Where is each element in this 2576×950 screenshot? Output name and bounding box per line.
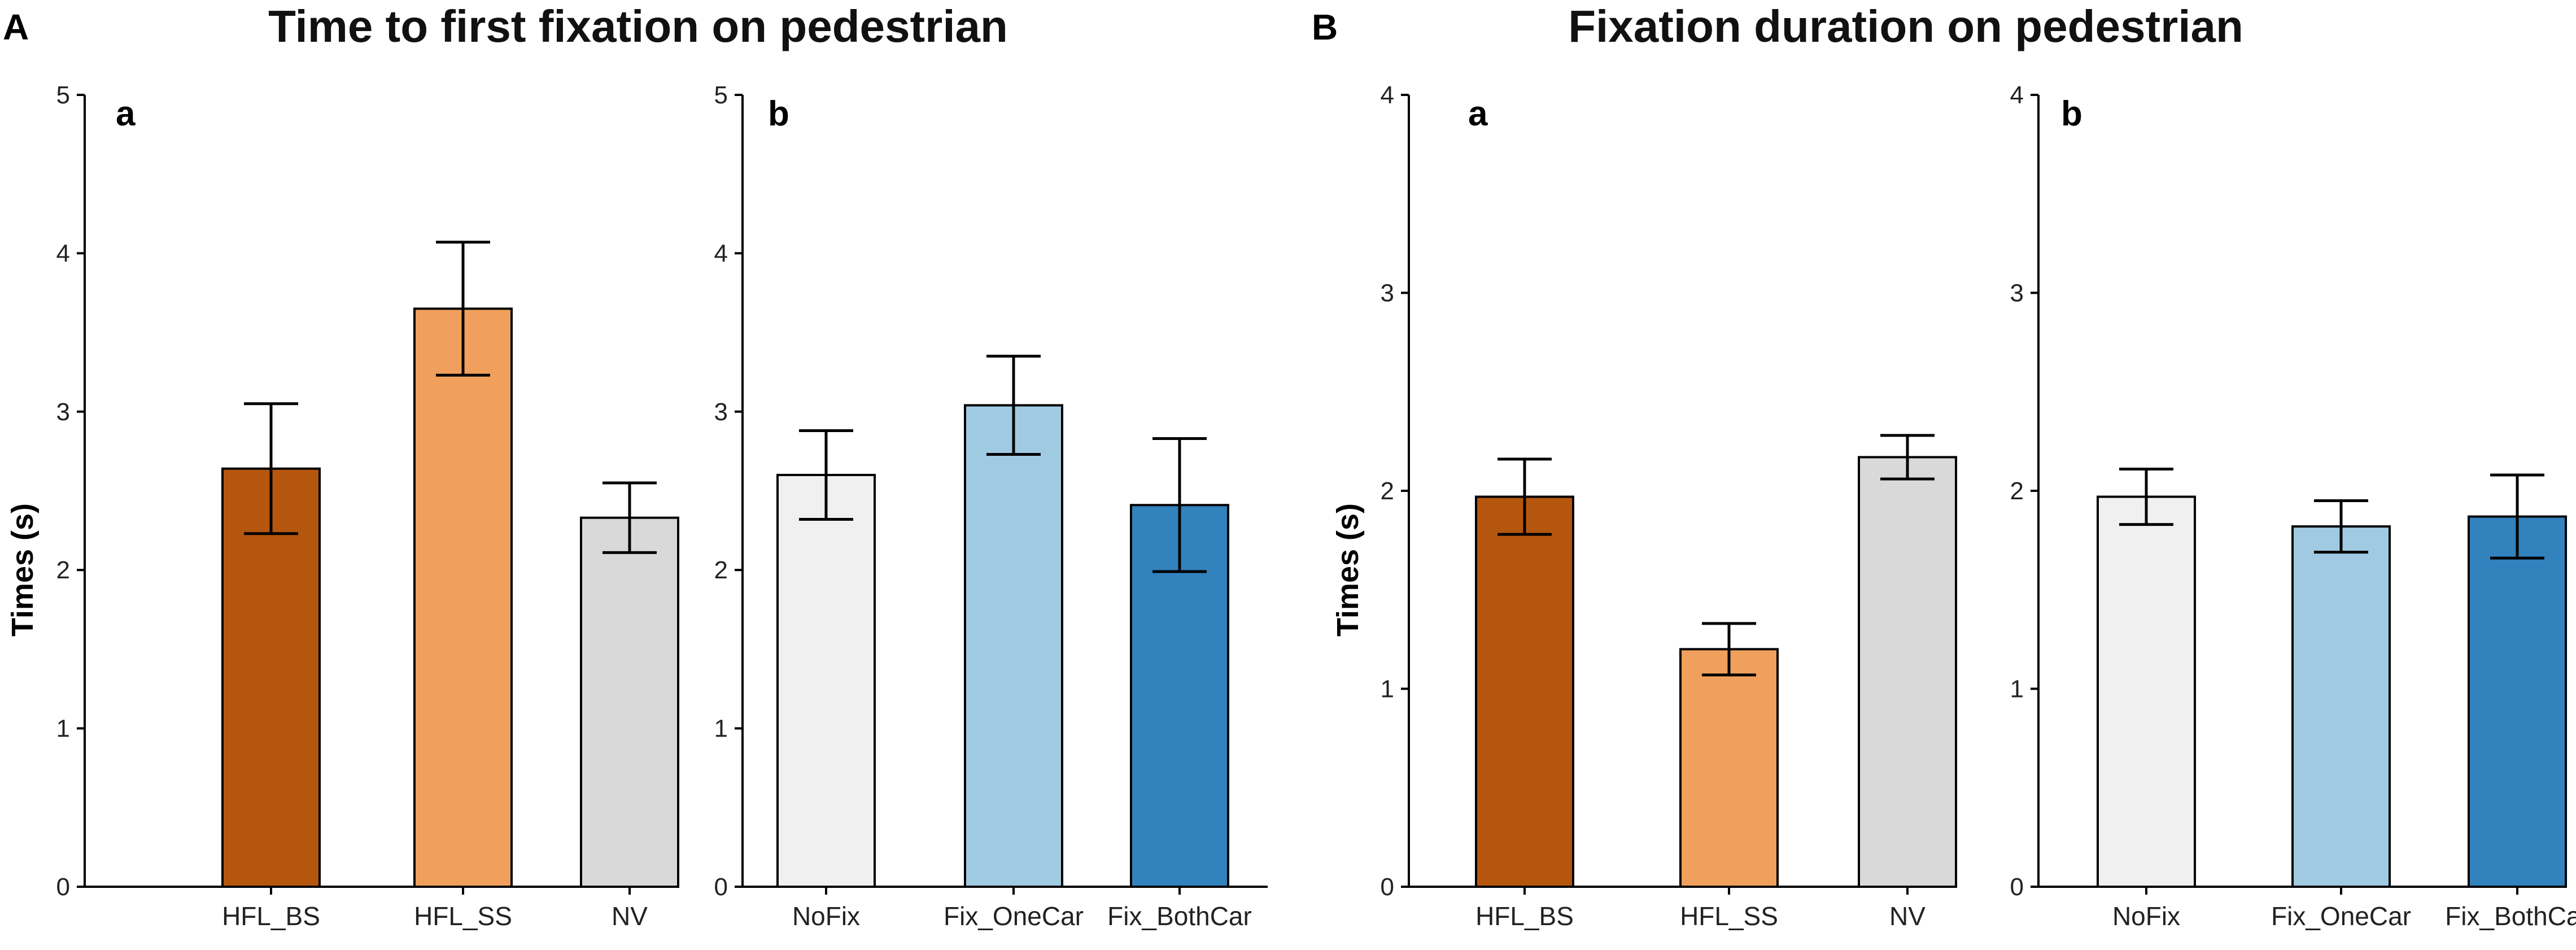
bar-nofix [2097, 495, 2196, 888]
y-tick-label: 0 [1381, 873, 1394, 901]
y-tick-label: 4 [2010, 81, 2024, 109]
y-axis-title: Times (s) [6, 503, 40, 637]
subpanel-letter: b [768, 94, 789, 133]
y-tick-label: 1 [56, 715, 70, 743]
subpanel-letter: b [2061, 94, 2082, 133]
y-tick-label: 1 [1381, 676, 1394, 703]
y-tick-label: 0 [56, 873, 70, 901]
y-tick-label: 1 [2010, 676, 2024, 703]
y-tick-label: 2 [2010, 477, 2024, 505]
x-tick-label: NoFix [792, 901, 860, 931]
x-tick-label: Fix_BothCar [2445, 901, 2576, 931]
bar-nofix [776, 473, 876, 888]
x-tick-label: HFL_BS [1475, 901, 1574, 931]
y-tick-label: 2 [56, 556, 70, 584]
x-tick-label: HFL_BS [222, 901, 320, 931]
figure-title-time-to-first-fixation: Time to first fixation on pedestrian [268, 1, 1008, 51]
chart-time-first-fixation-b: b NoFix Fix_OneCar Fix_BothCar 0 1 2 3 4 5 [714, 81, 1268, 931]
y-tick-label: 4 [714, 239, 728, 267]
x-tick-label: HFL_SS [414, 901, 512, 931]
x-tick-label: NV [1889, 901, 1926, 931]
chart-fixation-duration-b: b NoFix Fix_OneCar Fix_BothCar 0 1 2 3 4 [2010, 81, 2576, 931]
y-tick-label: 5 [56, 81, 70, 109]
bar-hfl-ss [1679, 648, 1779, 888]
figure-title-fixation-duration: Fixation duration on pedestrian [1568, 1, 2243, 51]
y-tick-label: 3 [714, 398, 728, 426]
bar-fix-onecar [2291, 525, 2391, 888]
y-tick-label: 4 [56, 239, 70, 267]
x-tick-label: HFL_SS [1680, 901, 1778, 931]
panel-letter-b: B [1312, 7, 1338, 47]
bar-fix-onecar [964, 404, 1063, 888]
bar-hfl-bs [221, 467, 321, 888]
bar-fix-bothcar [2468, 515, 2567, 888]
x-tick-label: Fix_OneCar [2271, 901, 2411, 931]
subpanel-letter: a [116, 94, 136, 133]
x-tick-label: Fix_BothCar [1107, 901, 1252, 931]
chart-time-first-fixation-a: a HFL_BS HFL_SS NV 0 1 2 3 4 5 Times (s) [6, 81, 679, 931]
subpanel-letter: a [1468, 94, 1488, 133]
bar-nv [580, 516, 679, 888]
x-tick-label: Fix_OneCar [944, 901, 1084, 931]
bar-hfl-ss [413, 307, 513, 888]
y-axis-title: Times (s) [1331, 503, 1365, 637]
y-tick-label: 3 [1381, 280, 1394, 307]
y-tick-label: 0 [2010, 873, 2024, 901]
y-tick-label: 2 [714, 556, 728, 584]
bar-hfl-bs [1475, 495, 1574, 888]
y-tick-label: 3 [2010, 280, 2024, 307]
panel-letter-a: A [3, 7, 29, 47]
y-tick-label: 5 [714, 81, 728, 109]
x-tick-label: NoFix [2112, 901, 2180, 931]
y-tick-label: 1 [714, 715, 728, 743]
bar-nv [1858, 456, 1957, 888]
y-tick-label: 4 [1381, 81, 1394, 109]
y-tick-label: 3 [56, 398, 70, 426]
x-tick-label: NV [612, 901, 648, 931]
y-tick-label: 0 [714, 873, 728, 901]
chart-fixation-duration-a: a HFL_BS HFL_SS NV 0 1 2 3 4 Times (s) [1331, 81, 1957, 931]
y-tick-label: 2 [1381, 477, 1394, 505]
